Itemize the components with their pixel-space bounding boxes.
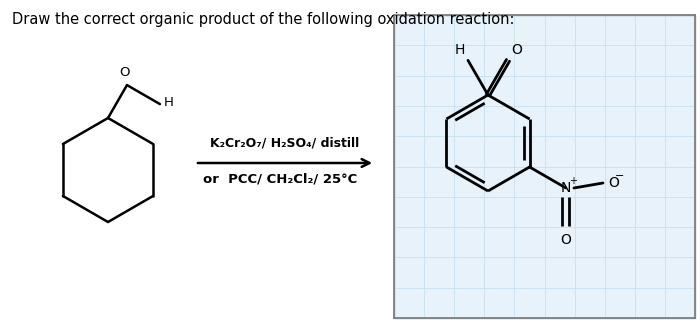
- Text: O: O: [120, 66, 130, 79]
- Text: O: O: [511, 43, 522, 57]
- Text: O: O: [608, 176, 619, 190]
- Text: N: N: [561, 181, 571, 195]
- Bar: [394, 15, 695, 318]
- Text: O: O: [561, 233, 571, 247]
- Text: −: −: [615, 171, 624, 181]
- Text: K₂Cr₂O₇/ H₂SO₄/ distill: K₂Cr₂O₇/ H₂SO₄/ distill: [211, 136, 360, 149]
- Text: or  PCC/ CH₂Cl₂/ 25°C: or PCC/ CH₂Cl₂/ 25°C: [203, 173, 357, 186]
- Text: Draw the correct organic product of the following oxidation reaction:: Draw the correct organic product of the …: [12, 12, 514, 27]
- Text: +: +: [569, 176, 577, 186]
- Text: H: H: [164, 96, 174, 109]
- Text: H: H: [454, 43, 465, 57]
